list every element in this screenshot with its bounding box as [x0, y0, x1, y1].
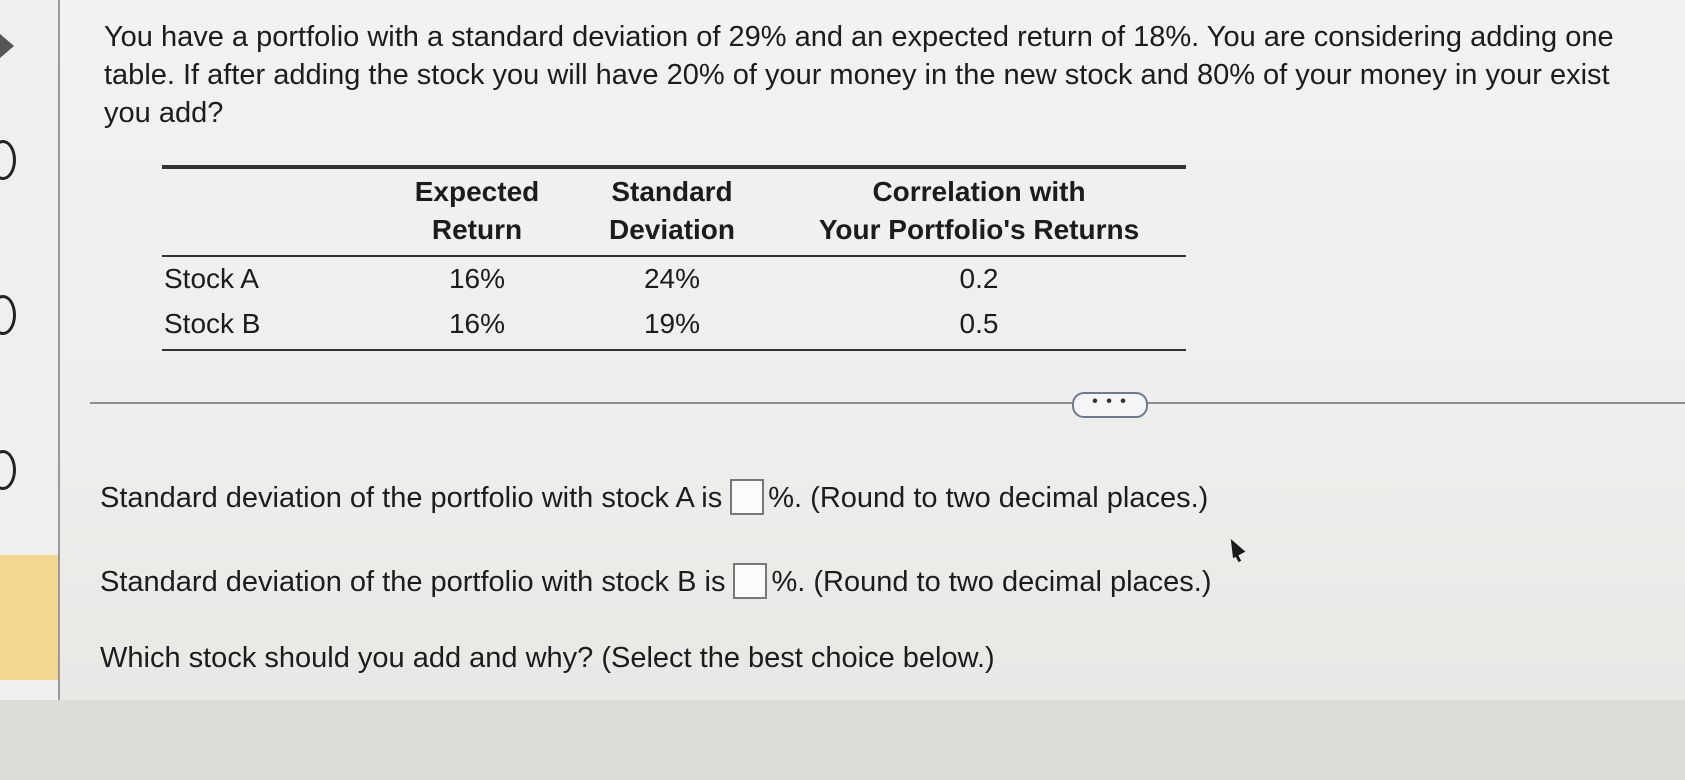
answer-line-stock-b: Standard deviation of the portfolio with…	[100, 562, 1212, 602]
row-label: Stock B	[162, 302, 382, 351]
which-stock-prompt: Which stock should you add and why? (Sel…	[100, 642, 995, 674]
cell-expected-return: 16%	[448, 263, 506, 294]
answer-line-stock-a: Standard deviation of the portfolio with…	[100, 478, 1208, 518]
left-panel-edge	[0, 0, 60, 700]
answer-prefix: Standard deviation of the portfolio with…	[100, 566, 726, 598]
answer-prefix: Standard deviation of the portfolio with…	[100, 482, 723, 514]
question-line-2: table. If after adding the stock you wil…	[104, 59, 1610, 91]
cell-standard-deviation: 19%	[572, 302, 772, 351]
cell-correlation: 0.2	[959, 263, 999, 294]
table-row: Stock A 16% 24% 0.2	[162, 256, 1186, 302]
header-standard-deviation: Standard Deviation	[572, 168, 772, 257]
left-tab-marker-icon[interactable]	[0, 295, 16, 335]
bottom-band	[0, 700, 1685, 780]
stock-data-table: Expected Return Standard Deviation Corre…	[162, 165, 1186, 351]
header-expected-return: Expected Return	[382, 168, 572, 257]
question-text: You have a portfolio with a standard dev…	[104, 18, 1685, 132]
more-options-button[interactable]: • • •	[1072, 392, 1148, 418]
stock-b-answer-input[interactable]	[733, 563, 768, 600]
expand-arrow-icon[interactable]	[0, 34, 14, 58]
left-tab-marker-icon[interactable]	[0, 450, 16, 490]
table-row: Stock B 16% 19% 0.5	[162, 302, 1186, 351]
cell-standard-deviation: 24%	[643, 263, 701, 294]
stock-a-answer-input[interactable]	[730, 479, 765, 516]
answer-suffix: %. (Round to two decimal places.)	[771, 566, 1212, 598]
table-header-row: Expected Return Standard Deviation Corre…	[162, 168, 1186, 257]
left-tab-marker-icon[interactable]	[0, 140, 16, 180]
header-blank	[162, 168, 382, 257]
cell-correlation: 0.5	[772, 302, 1186, 351]
question-line-1: You have a portfolio with a standard dev…	[104, 21, 1614, 53]
cell-expected-return: 16%	[382, 302, 572, 351]
row-label: Stock A	[164, 263, 259, 294]
current-question-highlight	[0, 555, 58, 680]
answer-suffix: %. (Round to two decimal places.)	[768, 482, 1209, 514]
header-correlation: Correlation with Your Portfolio's Return…	[772, 168, 1186, 257]
section-divider	[90, 402, 1685, 404]
question-line-3: you add?	[104, 97, 224, 129]
